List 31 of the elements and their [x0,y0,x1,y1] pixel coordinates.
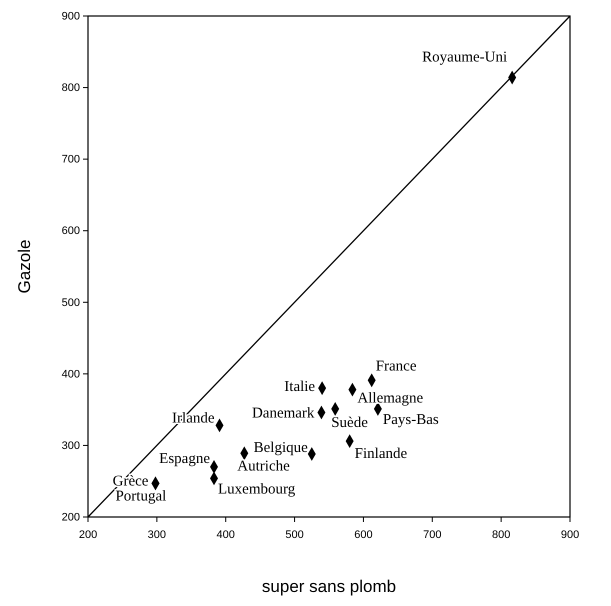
annotation: Pays-Bas [382,412,439,428]
y-axis-title: Gazole [15,240,34,294]
annotation: Luxembourg [218,481,296,498]
annotation: Autriche [237,458,290,474]
annotation: France [376,358,417,374]
annotation: Finlande [354,446,408,462]
y-tick-label: 600 [62,225,80,238]
y-tick-label: 300 [62,440,80,452]
x-tick-label: 200 [78,529,98,542]
annotation: Italie [284,379,316,396]
annotation: Allemagne [357,390,424,407]
y-tick-label: 500 [62,296,80,309]
annotation: Danemark [252,406,315,422]
annotation: Espagne [159,450,210,467]
y-tick-label: 700 [62,154,80,166]
annotation: Suède [331,414,368,431]
x-tick-label: 400 [216,529,235,542]
x-tick-label: 500 [285,529,304,542]
annotation: Royaume-Uni [422,50,508,66]
x-axis-title: super sans plomb [262,577,396,596]
x-tick-label: 700 [423,529,442,542]
x-tick-label: 300 [148,529,166,542]
x-tick-label: 600 [354,529,373,542]
x-tick-label: 800 [492,529,510,542]
y-tick-label: 200 [62,512,80,524]
y-tick-label: 800 [62,82,80,94]
x-tick-label: 900 [560,529,580,542]
y-tick-label: 400 [62,368,80,380]
annotation: Portugal [115,488,166,504]
y-tick-label: 900 [62,10,80,23]
annotation: Belgique [254,440,308,456]
